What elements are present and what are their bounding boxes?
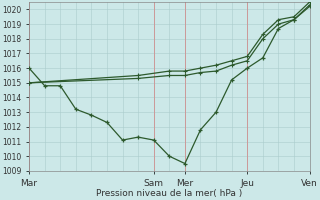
X-axis label: Pression niveau de la mer( hPa ): Pression niveau de la mer( hPa ) — [96, 189, 243, 198]
